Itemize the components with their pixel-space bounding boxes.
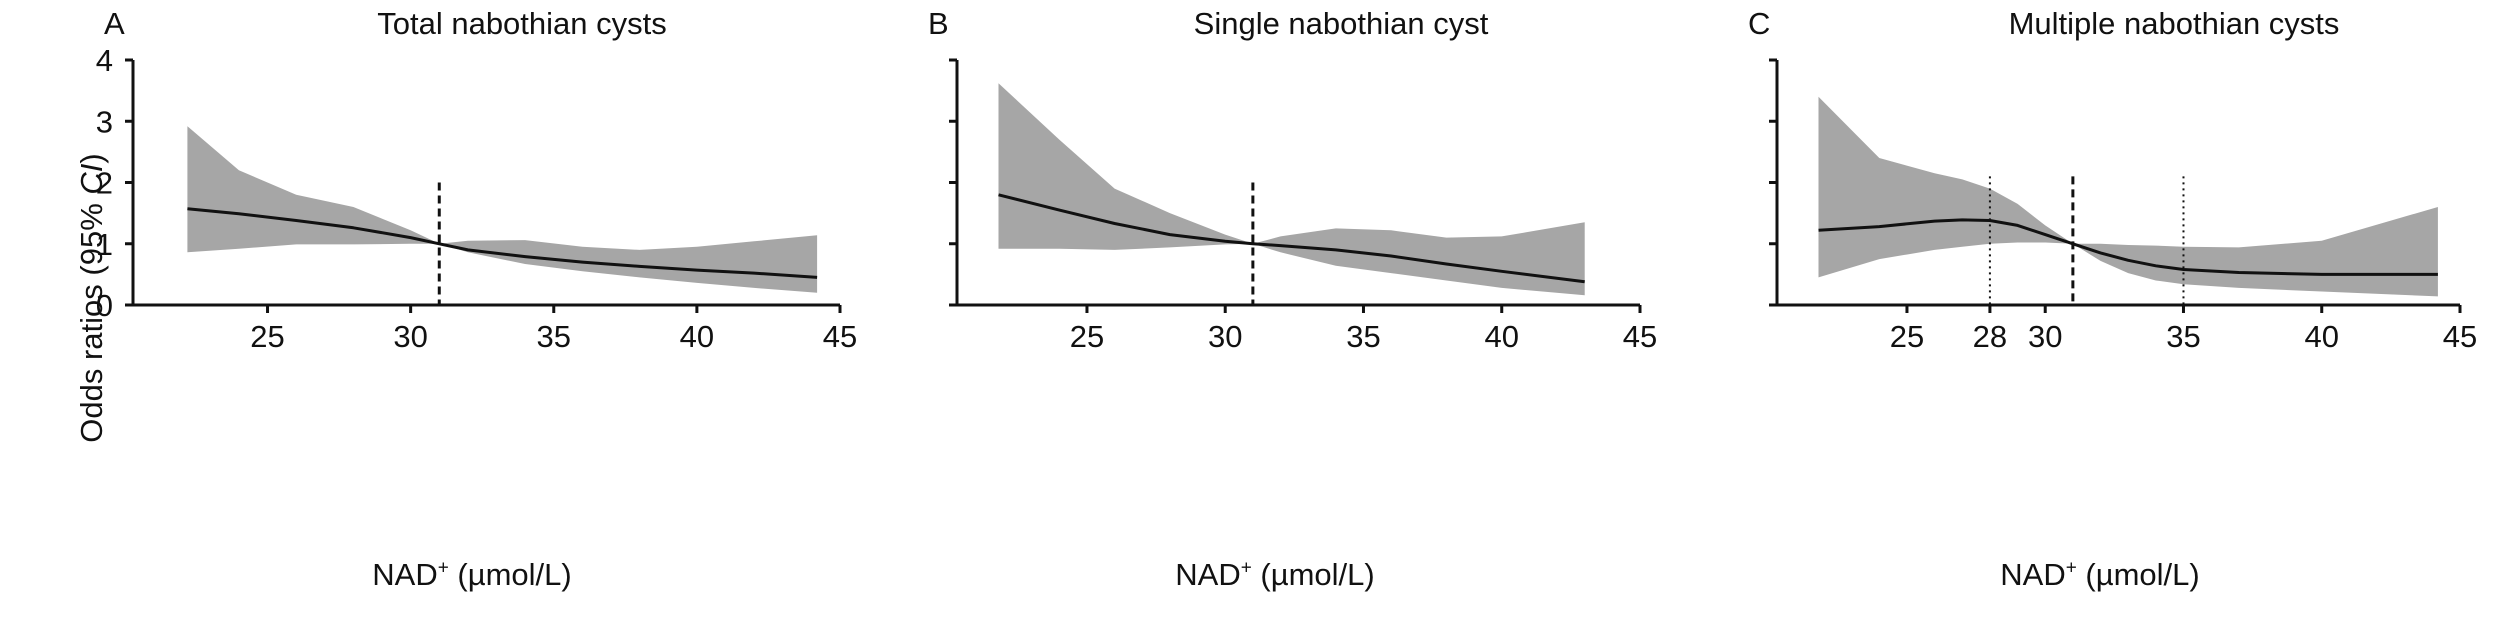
panel-a-x-axis-label: NAD+ (µmol/L)	[372, 557, 572, 592]
panel-c-x-tick-label-35: 35	[2166, 319, 2200, 354]
panel-c-x-axis-label: NAD+ (µmol/L)	[2000, 557, 2200, 592]
panel-a-y-tick-label-0: 0	[96, 288, 113, 323]
panel-b-ci-band	[998, 83, 1585, 296]
panel-a-x-tick-label-25: 25	[250, 319, 284, 354]
panel-b-letter: B	[928, 6, 949, 41]
panel-b-odds-ratio-line	[998, 193, 1585, 284]
panel-a-x-tick-label-30: 30	[393, 319, 427, 354]
panel-a-ci-band	[187, 126, 818, 293]
panel-a-y-tick-label-1: 1	[96, 227, 113, 262]
panel-a-title: Total nabothian cysts	[377, 6, 667, 41]
panel-a-odds-ratio-line	[187, 207, 818, 279]
y-axis-label: Odds ratios (95% CI)	[74, 153, 109, 443]
panel-b-x-tick-label-30: 30	[1208, 319, 1242, 354]
panel-a-y-tick-label-2: 2	[96, 166, 113, 201]
panel-b-x-tick-label-45: 45	[1623, 319, 1657, 354]
panel-c-x-tick-label-28: 28	[1973, 319, 2007, 354]
panel-b-x-axis-label: NAD+ (µmol/L)	[1175, 557, 1375, 592]
panel-a-x-tick-label-40: 40	[680, 319, 714, 354]
panel-c-ci-band	[1818, 96, 2438, 297]
panel-c-letter: C	[1748, 6, 1771, 41]
panel-a-y-tick-label-3: 3	[96, 104, 113, 139]
panel-a-x-tick-label-35: 35	[537, 319, 571, 354]
panel-c-x-tick-label-30: 30	[2028, 319, 2062, 354]
panel-c-title: Multiple nabothian cysts	[2008, 6, 2340, 41]
panel-a-y-tick-label-4: 4	[96, 43, 113, 78]
panel-c-x-tick-label-45: 45	[2443, 319, 2477, 354]
panel-b-title: Single nabothian cyst	[1193, 6, 1489, 41]
panel-b-x-tick-label-35: 35	[1346, 319, 1380, 354]
panel-c-odds-ratio-line	[1818, 218, 2438, 276]
panel-a-x-tick-label-45: 45	[823, 319, 857, 354]
panel-b-x-tick-label-25: 25	[1070, 319, 1104, 354]
panel-c-x-tick-label-25: 25	[1890, 319, 1924, 354]
panel-b-x-tick-label-40: 40	[1484, 319, 1518, 354]
panel-c-x-tick-label-40: 40	[2304, 319, 2338, 354]
panel-a-letter: A	[104, 6, 125, 41]
